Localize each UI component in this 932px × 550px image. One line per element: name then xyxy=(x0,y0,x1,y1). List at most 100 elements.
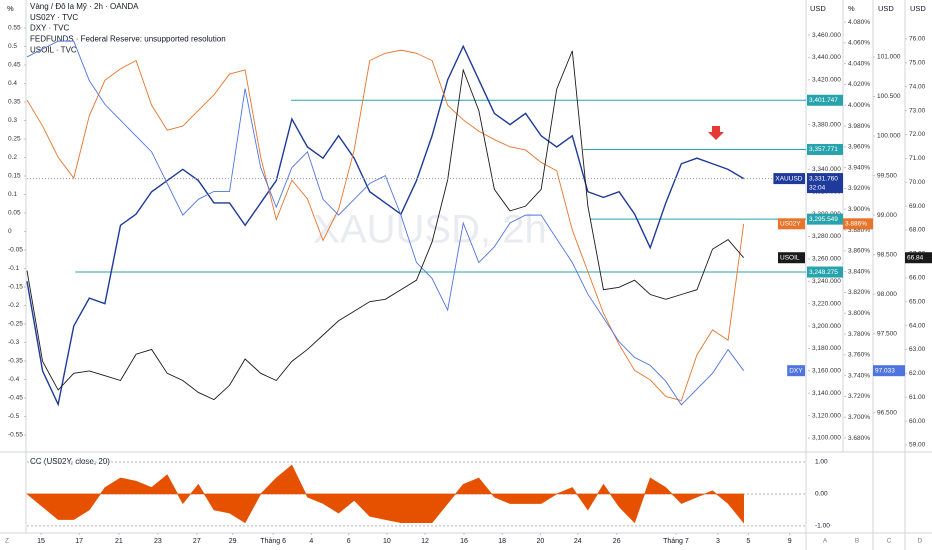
axis-title: USD xyxy=(878,4,894,13)
y-tick-label: 74.00 xyxy=(909,83,926,90)
tag-name-box xyxy=(778,218,805,230)
y-tick-label: -0.55 xyxy=(8,432,23,439)
y-tick-label: 99.500 xyxy=(877,172,897,179)
y-tick-label: 0.3 xyxy=(8,117,17,124)
tag-countdown: 32:04 xyxy=(809,184,826,191)
x-tick-label: 16 xyxy=(460,538,468,545)
y-tick-label: 3,420.000 xyxy=(812,77,841,84)
x-tick-label: 17 xyxy=(75,538,83,545)
x-tick-label: 3 xyxy=(716,538,720,545)
y-tick-label: -0.15 xyxy=(8,284,23,291)
x-tick-label: 20 xyxy=(536,538,544,545)
series-line xyxy=(26,50,745,401)
legend-entry: Vàng / Đô la Mỹ · 2h · OANDA xyxy=(30,2,139,11)
y-tick-label: -0.2 xyxy=(8,302,20,309)
legend-entry: USOIL · TVC xyxy=(30,45,77,54)
y-tick-label: -0.1 xyxy=(8,265,20,272)
y-tick-label: 3.880% xyxy=(848,227,870,234)
y-tick-label: 96.500 xyxy=(877,410,897,417)
y-tick-label: 97.500 xyxy=(877,330,897,337)
y-tick-label: 3.680% xyxy=(848,435,870,442)
y-tick-label: 71.00 xyxy=(909,155,926,162)
y-tick-label: 3,280.000 xyxy=(812,233,841,240)
y-tick-label: 3.820% xyxy=(848,289,870,296)
y-tick-label: 3,340.000 xyxy=(812,166,841,173)
y-tick-label: 98.500 xyxy=(877,251,897,258)
axis-title: USD xyxy=(810,4,826,13)
y-tick-label: 3,160.000 xyxy=(812,368,841,375)
axis-title: % xyxy=(848,4,855,13)
legend-entry: US02Y · TVC xyxy=(30,13,78,22)
y-tick-label: 0.35 xyxy=(8,99,21,106)
indicator-title: CC (US02Y, close, 20) xyxy=(30,457,110,466)
tag-value: 3,331.760 xyxy=(809,175,838,182)
y-tick-label: 64.00 xyxy=(909,322,926,329)
y-tick-label: 70.00 xyxy=(909,179,926,186)
tag-name-box xyxy=(773,173,805,185)
tag-value: 3.886% xyxy=(845,221,867,228)
tag-name: XAUUSD xyxy=(775,175,802,182)
x-tick-label: 21 xyxy=(115,538,123,545)
tag-value: 66.84 xyxy=(907,254,924,261)
y-tick-label: 3.700% xyxy=(848,414,870,421)
y-tick-label: -0.05 xyxy=(8,247,23,254)
tag-name: USOIL xyxy=(780,254,800,261)
y-tick-label: 4.020% xyxy=(848,81,870,88)
y-tick-label: 4.040% xyxy=(848,60,870,67)
pane-label: B xyxy=(855,538,859,545)
y-tick-label: -1.00 xyxy=(815,523,830,530)
level-tag xyxy=(807,213,843,225)
y-tick-label: 3.760% xyxy=(848,352,870,359)
pane-label: C xyxy=(887,538,892,545)
pane-label: A xyxy=(823,538,828,545)
y-tick-label: 3,140.000 xyxy=(812,390,841,397)
y-tick-label: 3,100.000 xyxy=(812,435,841,442)
y-tick-label: 3,440.000 xyxy=(812,54,841,61)
y-tick-label: -0.4 xyxy=(8,376,20,383)
y-tick-label: 61.00 xyxy=(909,394,926,401)
x-tick-label: 24 xyxy=(574,538,582,545)
y-tick-label: 3.780% xyxy=(848,331,870,338)
y-tick-label: 68.00 xyxy=(909,227,926,234)
level-label: 3,248.275 xyxy=(809,269,838,276)
y-tick-label: 3.840% xyxy=(848,268,870,275)
series-line xyxy=(26,44,745,407)
x-tick-label: 6 xyxy=(347,538,351,545)
y-tick-label: 0.00 xyxy=(815,491,828,498)
y-tick-label: 3.960% xyxy=(848,144,870,151)
y-tick-label: 99.000 xyxy=(877,212,897,219)
x-tick-label: 9 xyxy=(788,538,792,545)
y-tick-label: 3,120.000 xyxy=(812,412,841,419)
legend-entry: FEDFUNDS · Federal Reserve: unsupported … xyxy=(30,35,226,44)
y-tick-label: -0.35 xyxy=(8,358,23,365)
y-tick-label: -0.45 xyxy=(8,395,23,402)
y-tick-label: 63.00 xyxy=(909,346,926,353)
x-tick-label: 10 xyxy=(383,538,391,545)
legend-entry: DXY · TVC xyxy=(30,24,69,33)
y-tick-label: 100.500 xyxy=(877,93,901,100)
y-tick-label: 59.00 xyxy=(909,442,926,449)
y-tick-label: 0.1 xyxy=(8,191,17,198)
x-tick-label: 27 xyxy=(193,538,201,545)
marker-arrow xyxy=(708,126,724,140)
axis-title: USD xyxy=(910,4,926,13)
y-tick-label: 0.5 xyxy=(8,43,17,50)
x-tick-label: 15 xyxy=(37,538,45,545)
y-tick-label: 0.55 xyxy=(8,25,21,32)
y-tick-label: 3,200.000 xyxy=(812,323,841,330)
x-tick-label: 26 xyxy=(613,538,621,545)
series-line xyxy=(26,40,745,406)
y-tick-label: 3,380.000 xyxy=(812,121,841,128)
y-tick-label: 3.720% xyxy=(848,393,870,400)
y-tick-label: -0.25 xyxy=(8,321,23,328)
y-tick-label: 4.060% xyxy=(848,40,870,47)
series-line xyxy=(26,49,745,402)
y-tick-label: 4.080% xyxy=(848,19,870,26)
y-tick-label: 3,180.000 xyxy=(812,345,841,352)
indicator-area xyxy=(26,464,744,524)
y-tick-label: 72.00 xyxy=(909,131,926,138)
x-tick-label: 5 xyxy=(746,538,750,545)
level-tag xyxy=(807,266,843,278)
x-tick-label: Tháng 7 xyxy=(663,538,689,545)
y-tick-label: 100.000 xyxy=(877,133,901,140)
